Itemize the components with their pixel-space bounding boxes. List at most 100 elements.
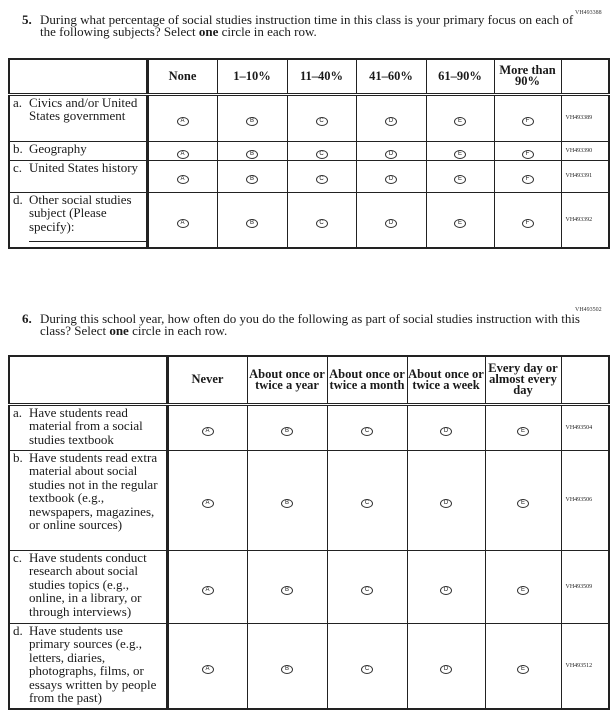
row-letter: b. <box>13 140 23 156</box>
row-text: Have students read extra material about … <box>29 449 158 532</box>
response-bubble[interactable]: D <box>385 218 397 228</box>
response-bubble[interactable]: A <box>176 149 189 159</box>
code-header <box>560 355 610 405</box>
row-text: Geography <box>29 140 87 156</box>
response-bubble[interactable]: D <box>440 499 452 508</box>
row-label-header <box>8 58 149 95</box>
column-header: 61–90% <box>425 58 495 95</box>
response-bubble[interactable]: F <box>521 149 534 159</box>
response-bubble[interactable]: A <box>176 218 189 228</box>
row-label: a. Have students read material from a soc… <box>8 403 169 451</box>
response-bubble[interactable]: D <box>385 117 397 126</box>
response-bubble[interactable]: B <box>246 218 258 228</box>
response-bubble[interactable]: C <box>315 117 328 126</box>
table-row: c. Have students conduct research about s… <box>8 549 610 624</box>
row-label: a. Civics and/or United States government <box>8 93 149 142</box>
row-text: United States history <box>29 159 139 175</box>
row-text: Have students use primary sources (e.g.,… <box>29 622 157 705</box>
prompt-text: During what percentage of social studies… <box>40 12 574 39</box>
response-bubble[interactable]: E <box>454 149 466 159</box>
response-bubble[interactable]: A <box>201 664 214 674</box>
response-bubble[interactable]: D <box>440 585 452 595</box>
response-bubble[interactable]: E <box>454 175 466 184</box>
response-bubble[interactable]: C <box>315 218 328 228</box>
table-row: b. Have students read extra material abou… <box>8 449 610 551</box>
response-bubble[interactable]: D <box>440 426 452 436</box>
prompt-text: circle in each row. <box>128 323 228 338</box>
table-row: a. Civics and/or United States government… <box>8 93 610 142</box>
response-bubble[interactable]: B <box>246 175 258 184</box>
question-6-prompt: 6. During this school year, how often do… <box>22 311 582 338</box>
row-label: b. Geography <box>8 140 149 161</box>
table-row: d. Have students use primary sources (e.g… <box>8 622 610 710</box>
response-bubble[interactable]: D <box>440 664 452 674</box>
column-header: Never <box>166 355 248 405</box>
response-bubble[interactable]: C <box>361 426 373 436</box>
code-header <box>560 58 610 95</box>
response-bubble[interactable]: F <box>521 218 534 228</box>
response-bubble[interactable]: E <box>454 117 466 126</box>
response-bubble[interactable]: E <box>517 499 529 508</box>
question-number: 5. <box>22 12 32 27</box>
row-label-header <box>8 355 169 405</box>
item-code: VH493509 <box>560 549 610 624</box>
column-header: More than 90% <box>493 58 562 95</box>
question-6-table: Never About once or twice a year About onc… <box>8 355 610 710</box>
row-letter: c. <box>13 549 23 565</box>
row-letter: b. <box>13 449 23 465</box>
response-bubble[interactable]: C <box>361 664 373 674</box>
prompt-text: circle in each row. <box>218 24 317 39</box>
response-bubble[interactable]: C <box>361 499 373 508</box>
item-code: VH493392 <box>560 191 610 249</box>
response-bubble[interactable]: E <box>517 585 529 595</box>
response-bubble[interactable]: D <box>385 149 397 159</box>
row-letter: a. <box>13 404 23 420</box>
column-header: None <box>146 58 218 95</box>
row-letter: c. <box>13 159 23 175</box>
response-bubble[interactable]: D <box>385 175 397 184</box>
prompt-text: During this school year, how often do yo… <box>40 311 580 338</box>
response-bubble[interactable]: A <box>201 585 214 595</box>
response-bubble[interactable]: C <box>315 149 328 159</box>
question-code: VH493388 <box>575 10 602 16</box>
response-bubble[interactable]: B <box>281 426 293 436</box>
row-label: b. Have students read extra material abou… <box>8 449 169 551</box>
response-bubble[interactable]: E <box>454 218 466 228</box>
row-label: c. United States history <box>8 159 149 193</box>
response-bubble[interactable]: A <box>201 426 214 436</box>
question-5-prompt: 5. During what percentage of social stud… <box>22 12 582 39</box>
response-bubble[interactable]: A <box>176 175 189 184</box>
row-label: d. Other social studies subject (Please s… <box>8 191 149 249</box>
row-text: Other social studies subject (Please spe… <box>29 191 132 234</box>
row-letter: a. <box>13 94 23 110</box>
response-bubble[interactable]: B <box>281 664 293 674</box>
response-bubble[interactable]: C <box>361 585 373 595</box>
response-bubble[interactable]: B <box>246 149 258 159</box>
response-bubble[interactable]: E <box>517 664 529 674</box>
item-code: VH493389 <box>560 93 610 142</box>
response-bubble[interactable]: A <box>176 117 189 126</box>
response-bubble[interactable]: F <box>521 117 534 126</box>
table-row: c. United States history A B C D E F VH493391 <box>8 159 610 193</box>
prompt-emphasis: one <box>109 323 129 338</box>
row-text: Have students read material from a socia… <box>29 404 143 447</box>
prompt-emphasis: one <box>198 24 219 39</box>
specify-input[interactable] <box>29 241 147 242</box>
response-bubble[interactable]: B <box>246 117 258 126</box>
row-letter: d. <box>13 191 23 207</box>
column-header: 1–10% <box>216 58 288 95</box>
response-bubble[interactable]: E <box>517 426 529 436</box>
response-bubble[interactable]: F <box>521 175 534 184</box>
column-header: About once or twice a week <box>406 355 486 405</box>
question-number: 6. <box>22 311 32 326</box>
row-label: c. Have students conduct research about s… <box>8 549 169 624</box>
response-bubble[interactable]: B <box>281 499 293 508</box>
response-bubble[interactable]: A <box>201 499 214 508</box>
table-row: a. Have students read material from a soc… <box>8 403 610 451</box>
column-header: Every day or almost every day <box>484 355 562 405</box>
response-bubble[interactable]: B <box>281 585 293 595</box>
item-code: VH493506 <box>560 449 610 551</box>
row-text: Civics and/or United States government <box>29 94 138 123</box>
question-5-table: None 1–10% 11–40% 41–60% 61–90% More than 90%… <box>8 58 610 249</box>
response-bubble[interactable]: C <box>315 175 328 184</box>
